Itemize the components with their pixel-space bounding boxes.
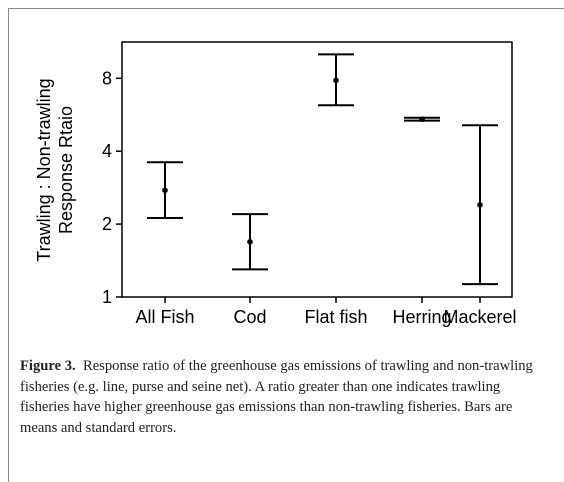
- mean-point: [419, 116, 425, 123]
- figure-frame: [8, 8, 564, 482]
- y-axis-label: Trawling : Non-trawling: [34, 78, 54, 261]
- plot-frame: [121, 41, 513, 298]
- x-tick-label: All Fish: [135, 307, 194, 327]
- y-tick-label: 8: [102, 68, 112, 88]
- y-axis-label: Response Rtaio: [56, 106, 76, 234]
- caption-label: Figure 3.: [20, 358, 76, 374]
- chart: Trawling : Non-trawling Response Rtaio 1…: [34, 41, 517, 327]
- mean-point: [162, 187, 168, 194]
- x-tick-label: Flat fish: [304, 307, 367, 327]
- mean-point: [247, 239, 253, 245]
- x-tick-label: Mackerel: [443, 307, 516, 327]
- x-tick-label: Cod: [233, 307, 266, 327]
- y-tick-label: 4: [102, 141, 112, 161]
- caption-text: Response ratio of the greenhouse gas emi…: [20, 358, 533, 436]
- y-tick-label: 2: [102, 214, 112, 234]
- mean-point: [477, 202, 483, 208]
- mean-point: [333, 77, 339, 84]
- y-tick-label: 1: [102, 287, 112, 307]
- caption: Figure 3. Response ratio of the greenhou…: [20, 356, 548, 438]
- x-tick-label: Herring: [392, 307, 451, 327]
